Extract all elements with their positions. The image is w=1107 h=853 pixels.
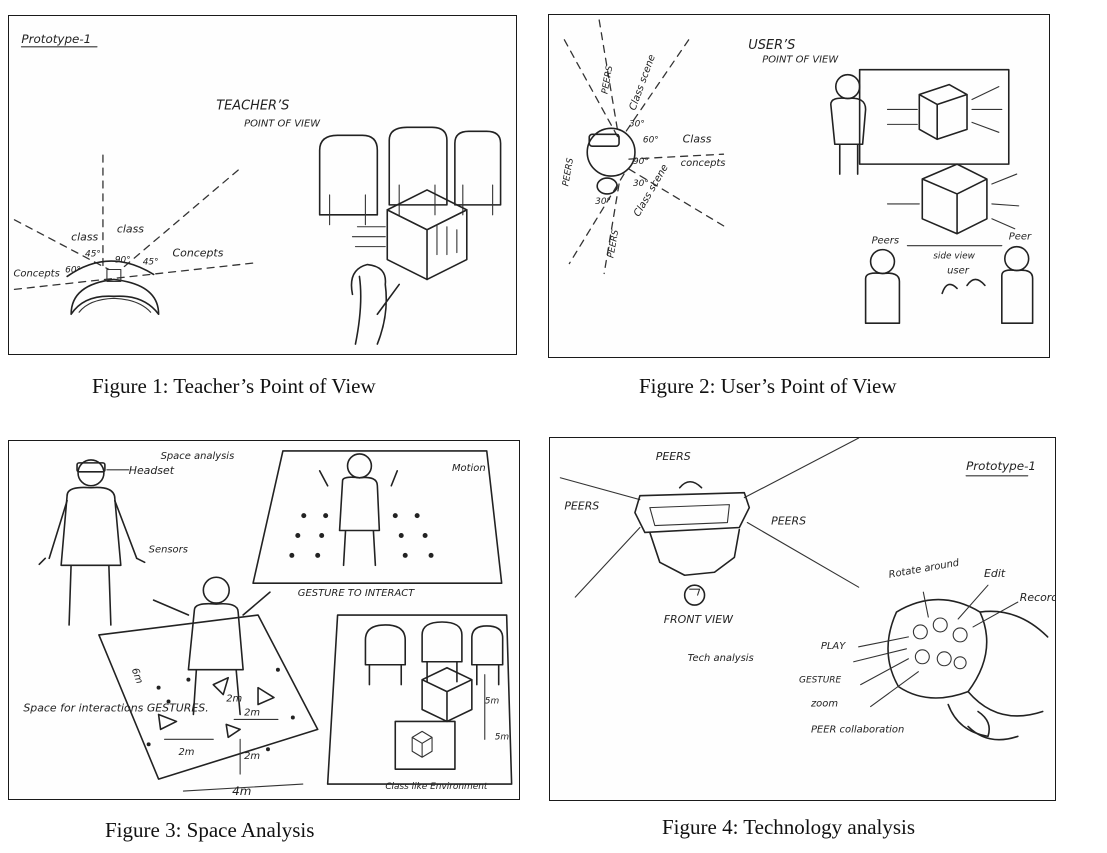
label-gesture-to-interact: GESTURE TO INTERACT [298, 588, 415, 599]
figure-2-drawing: USER’S POINT OF VIEW PEERS PEERS PEERS C… [561, 19, 1034, 324]
peers-group [864, 245, 1034, 324]
label-zoom: zoom [810, 699, 838, 710]
figure-2-caption: Figure 2: User’s Point of View [639, 374, 897, 398]
label-6m: 6m [129, 667, 145, 686]
figure-4-sketch: PEERS PEERS PEERS FRONT VIEW Prototype-1… [549, 437, 1056, 801]
presenter-with-screen [830, 68, 1010, 175]
label-peers-left: PEERS [564, 500, 599, 513]
label-headset: Headset [129, 464, 175, 477]
angle-30-top: 30° [629, 119, 645, 129]
label-2m-b: 2m [244, 707, 260, 718]
figure-3-caption: Figure 3: Space Analysis [105, 818, 315, 842]
label-2m-d: 2m [226, 694, 242, 705]
figure-1-caption: Figure 1: Teacher’s Point of View [92, 374, 376, 398]
angle-45-right: 45° [143, 258, 159, 268]
person-with-sensors [38, 459, 146, 626]
teacher-title-line2: POINT OF VIEW [244, 118, 321, 129]
label-class-right: class [117, 223, 144, 236]
headset-front-view [634, 480, 751, 577]
label-2m-a: 2m [178, 747, 194, 758]
angle-45-left: 45° [85, 250, 101, 260]
teacher-title-line1: TEACHER’S [216, 98, 289, 113]
classroom-chairs [364, 621, 504, 686]
angle-90: 90° [633, 157, 649, 167]
label-peers-left: PEERS [561, 157, 576, 187]
figure-3-drawing: Space analysis Headset Sensors Motion GE… [23, 450, 513, 798]
figure-2-sketch: USER’S POINT OF VIEW PEERS PEERS PEERS C… [548, 14, 1050, 358]
figure-4-drawing: PEERS PEERS PEERS FRONT VIEW Prototype-1… [559, 438, 1055, 741]
prototype-label: Prototype-1 [21, 32, 91, 46]
angle-60: 60° [643, 135, 659, 145]
label-5m-a: 5m [485, 697, 500, 707]
label-tech-analysis: Tech analysis [688, 653, 754, 664]
label-side-view: side view [933, 252, 975, 262]
label-peers-right: PEERS [771, 515, 806, 528]
cube [351, 189, 468, 281]
controller-device [887, 598, 1049, 741]
label-class: Class [683, 132, 712, 145]
seated-students [318, 126, 502, 226]
user-title-line1: USER’S [748, 38, 795, 53]
label-motion: Motion [452, 463, 486, 474]
user-title-line2: POINT OF VIEW [762, 55, 839, 66]
figure-1-drawing: Prototype-1 TEACHER’S POINT OF VIEW clas… [13, 32, 502, 345]
label-edit: Edit [984, 567, 1006, 580]
label-play: PLAY [821, 641, 846, 652]
motion-dots [289, 513, 434, 558]
user-head [586, 127, 636, 195]
label-sensors: Sensors [149, 544, 188, 555]
label-space-for: Space for interactions GESTURES. [23, 701, 208, 714]
angle-60-left: 60° [65, 265, 81, 275]
label-record: Record [1020, 591, 1055, 604]
label-class-left: class [71, 231, 98, 244]
angle-90: 90° [115, 256, 131, 266]
angle-30-mid: 30° [633, 179, 649, 189]
label-2m-c: 2m [244, 751, 260, 762]
label-peers-right-a: Peers [872, 236, 899, 247]
label-rotate-around: Rotate around [888, 557, 961, 580]
label-space-analysis: Space analysis [161, 451, 235, 462]
label-peers-top: PEERS [656, 450, 691, 463]
label-front-view: FRONT VIEW [664, 613, 734, 626]
label-5m-b: 5m [495, 732, 510, 742]
figure-3-sketch: Space analysis Headset Sensors Motion GE… [8, 440, 520, 800]
label-prototype: Prototype-1 [966, 459, 1036, 473]
figure-1-sketch: Prototype-1 TEACHER’S POINT OF VIEW clas… [8, 15, 517, 355]
label-concepts: concepts [681, 158, 726, 169]
label-concepts-right: Concepts [173, 247, 224, 260]
label-class-env: Class like Environment [385, 782, 488, 792]
label-user: user [947, 265, 970, 276]
label-gesture: GESTURE [799, 676, 841, 686]
label-class-scene-top: Class scene [628, 53, 658, 112]
label-peer-collaboration: PEER collaboration [811, 724, 904, 735]
figure-4-caption: Figure 4: Technology analysis [662, 815, 916, 839]
label-concepts-left: Concepts [13, 268, 59, 279]
label-peers-right-b: Peer [1009, 232, 1032, 243]
label-peers-bottom: PEERS [606, 229, 621, 259]
angle-30-low: 30° [595, 197, 611, 207]
label-peers-top: PEERS [600, 65, 615, 95]
label-4m: 4m [232, 784, 251, 798]
